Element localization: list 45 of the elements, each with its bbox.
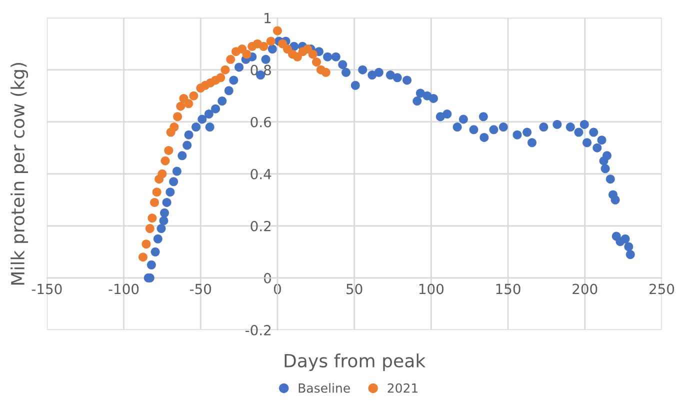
y-tick-label: 0.2 <box>250 220 271 232</box>
point <box>150 198 160 207</box>
point <box>160 156 170 166</box>
point <box>321 68 330 77</box>
point <box>148 214 157 223</box>
y-tick-label: 0.8 <box>250 64 271 76</box>
point <box>312 58 322 67</box>
x-tick-label: 250 <box>649 284 674 294</box>
x-tick-label: -150 <box>32 284 62 294</box>
x-tick-label: 100 <box>419 284 444 294</box>
point <box>176 102 186 111</box>
point <box>303 44 312 54</box>
y-tick-label: 0.4 <box>250 168 272 180</box>
point <box>226 54 236 64</box>
point <box>216 73 226 82</box>
point <box>152 188 162 197</box>
y-tick-label: -0.2 <box>245 324 271 336</box>
point <box>164 146 174 155</box>
point <box>142 240 151 249</box>
y-tick-label: 1 <box>264 12 271 24</box>
point <box>173 112 182 122</box>
x-tick-label: -100 <box>108 284 139 294</box>
x-tick-label: 200 <box>572 284 598 294</box>
y-axis-title: Milk protein per cow (kg) <box>10 62 28 285</box>
point <box>158 169 167 178</box>
point <box>272 26 282 36</box>
legend-label: 2021 <box>388 383 418 393</box>
point <box>189 91 198 100</box>
point <box>220 65 230 74</box>
point <box>184 99 194 108</box>
x-tick-label: 50 <box>346 284 362 294</box>
point <box>282 44 292 54</box>
point <box>259 42 268 51</box>
point <box>242 50 252 59</box>
point <box>145 224 154 234</box>
x-axis-title: Days from peak <box>284 354 426 371</box>
x-tick-label: -50 <box>190 284 212 294</box>
legend-label: Baseline <box>298 383 350 393</box>
point <box>308 50 318 59</box>
y-tick-label: 0.6 <box>250 116 272 128</box>
point <box>138 252 148 262</box>
point <box>266 36 276 46</box>
point <box>170 122 179 132</box>
x-tick-label: 150 <box>496 284 520 294</box>
point <box>292 52 302 62</box>
